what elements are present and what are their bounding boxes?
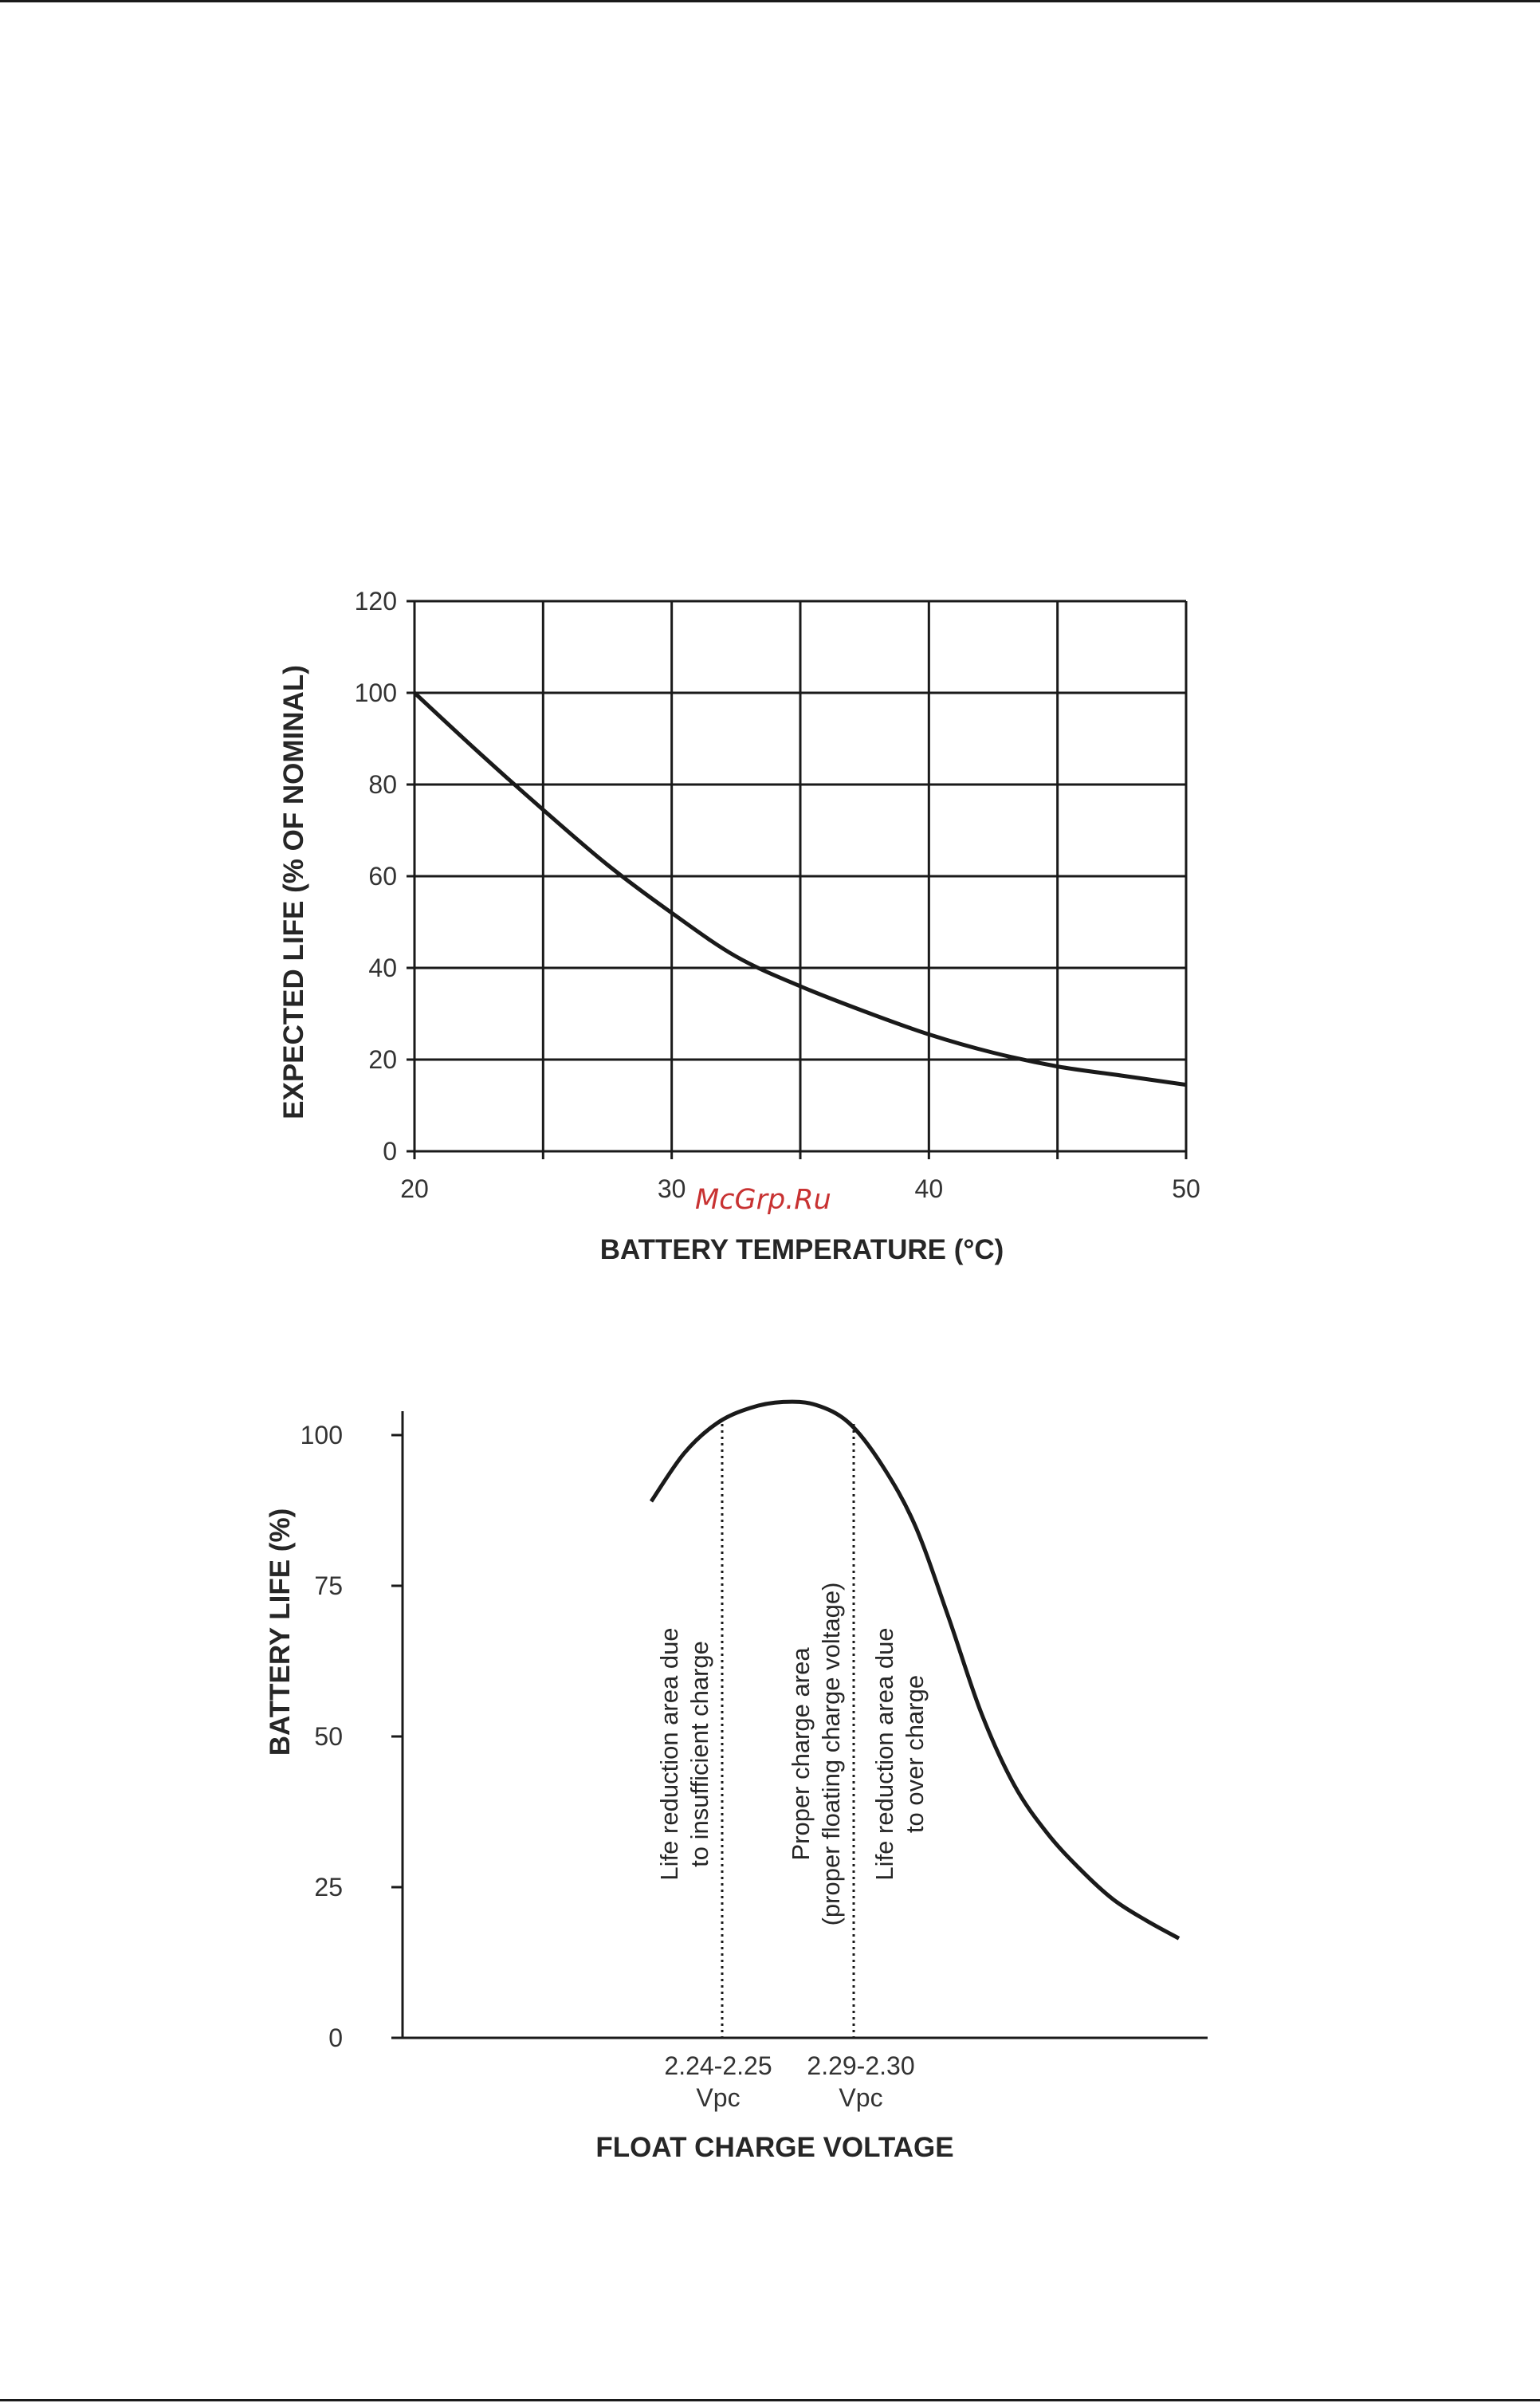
y-tick-label: 100 (301, 1421, 343, 1449)
region-label: Life reduction area due (870, 1627, 898, 1880)
series-line (413, 691, 1187, 1087)
region-label: Life reduction area due (655, 1627, 683, 1880)
y-tick-label: 20 (368, 1045, 397, 1074)
y-tick-label: 100 (355, 678, 397, 707)
y-tick-label: 25 (314, 1873, 343, 1902)
x-axis-title: FLOAT CHARGE VOLTAGE (595, 2132, 953, 2163)
y-tick-label: 0 (328, 2023, 343, 2052)
float-voltage-life-chart: 0 25 50 75 100 2.24-2.25 Vpc 2.29-2.30 Vpc FLOAT … (265, 1399, 1208, 2163)
x-tick-label: Vpc (839, 2083, 882, 2112)
y-tick-label: 60 (368, 862, 397, 891)
y-tick-label: 50 (314, 1722, 343, 1751)
y-tick-label: 120 (355, 587, 397, 615)
region-label: to insufficient charge (686, 1641, 713, 1867)
y-axis-title: BATTERY LIFE (%) (265, 1508, 296, 1756)
x-tick-label: 20 (400, 1174, 429, 1203)
region-label: to over charge (901, 1675, 929, 1833)
y-axis-title: EXPECTED LIFE (% OF NOMINAL) (278, 665, 309, 1119)
bottom-rule (0, 2399, 1540, 2401)
x-tick-label: 30 (658, 1174, 686, 1203)
y-tick-label: 80 (368, 770, 397, 799)
region-label: (proper floating charge voltage) (817, 1583, 845, 1926)
y-tick-label: 0 (383, 1137, 397, 1166)
x-tick-label: 2.24-2.25 (664, 2051, 772, 2080)
x-tick-label: Vpc (696, 2083, 740, 2112)
x-tick-label: 50 (1172, 1174, 1200, 1203)
x-tick-label: 2.29-2.30 (807, 2051, 914, 2080)
top-rule (0, 0, 1540, 2)
y-tick-label: 40 (368, 954, 397, 982)
y-tick-label: 75 (314, 1571, 343, 1600)
x-tick-label: 40 (915, 1174, 944, 1203)
watermark: McGrp.Ru (695, 1184, 831, 1216)
x-axis-title: BATTERY TEMPERATURE (°C) (600, 1234, 1004, 1265)
series-line (649, 1399, 1181, 1941)
region-label: Proper charge area (787, 1647, 815, 1861)
